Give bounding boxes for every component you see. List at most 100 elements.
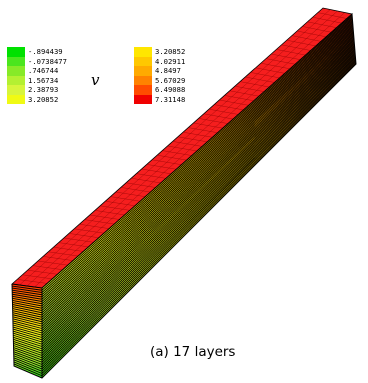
layer-line: [41, 24, 354, 309]
legend-left-row: 1.56734: [7, 75, 67, 85]
front-layer-line: [11, 285, 43, 291]
layer-line: [41, 53, 356, 361]
front-layer-line: [12, 322, 43, 332]
layer-line: [41, 61, 357, 374]
front-layer-line: [12, 291, 43, 298]
layer-line: [41, 47, 356, 350]
legend-left-swatch: [7, 75, 25, 85]
legend-left-swatch: [7, 85, 25, 95]
layer-line: [41, 31, 354, 320]
legend-left-label: 2.38793: [28, 85, 59, 94]
layer-line: [41, 38, 355, 334]
legend-right-row: 7.31148: [134, 94, 185, 104]
legend-right-row: 6.49088: [134, 85, 185, 95]
layer-line: [41, 14, 353, 291]
legend-left-row: -.0738477: [7, 56, 67, 66]
layer-line: [41, 56, 356, 365]
top-mesh-line: [34, 12, 345, 288]
layer-line: [41, 52, 356, 359]
layer-line: [41, 34, 355, 327]
layer-line: [41, 43, 355, 343]
legend-right-row: 4.02911: [134, 56, 186, 66]
layer-line: [41, 46, 355, 347]
layer-line: [41, 49, 356, 354]
front-layer-line: [12, 295, 43, 302]
layer-line: [41, 58, 356, 370]
front-layer-line: [12, 316, 43, 325]
legend-left-swatch: [7, 66, 25, 76]
layer-line: [41, 22, 354, 305]
layer-line: [41, 44, 355, 345]
front-layer-line: [13, 334, 43, 345]
layer-line: [41, 59, 357, 372]
front-layer-line: [12, 293, 43, 300]
legend-left-label: -.894439: [28, 47, 63, 56]
legend-left-row: 2.38793: [7, 85, 67, 95]
layer-line: [41, 37, 355, 332]
layer-line: [41, 54, 356, 363]
legend-right-swatch: [134, 94, 152, 104]
legend-right-label: 6.49088: [155, 85, 186, 94]
legend-right-swatch: [134, 56, 152, 66]
layer-line: [41, 51, 356, 356]
front-layer-line: [13, 349, 43, 361]
front-layer-line: [12, 312, 43, 320]
front-layer-line: [13, 355, 43, 368]
legend-right-label: 4.02911: [155, 56, 186, 66]
front-layer-line: [13, 336, 43, 347]
front-layer-line: [12, 326, 43, 336]
legend-right-swatch: [134, 47, 152, 57]
layer-line: [41, 36, 355, 329]
legend-right-label: 4.8497: [155, 66, 181, 75]
front-layer-line: [12, 299, 43, 307]
legend-right-label: 3.20852: [155, 47, 186, 56]
legend-right-row: 5.67029: [134, 75, 186, 85]
layer-line: [41, 57, 356, 368]
layer-line: [41, 48, 356, 352]
front-layer-line: [13, 363, 43, 377]
legend-right-row: 3.20852: [134, 47, 185, 57]
layer-line: [41, 39, 355, 336]
legend-left: -.894439 -.0738477.746744 1.56734 2.38793 3.…: [7, 47, 67, 104]
front-layer-line: [12, 304, 43, 311]
legend-right-swatch: [134, 66, 152, 76]
front-layer-line: [13, 347, 43, 359]
legend-left-swatch: [7, 47, 25, 57]
legend-left-swatch: [7, 56, 25, 66]
legend-left-label: 1.56734: [28, 75, 59, 85]
figure-caption: (a) 17 layers: [150, 344, 236, 360]
front-layer-line: [12, 310, 43, 318]
front-layer-line: [13, 353, 43, 365]
layer-line: [41, 62, 357, 377]
front-layer-line: [13, 359, 43, 372]
legend-right-row: 4.8497: [134, 66, 185, 76]
front-layer-line: [12, 320, 43, 329]
front-layer-line: [13, 357, 43, 370]
legend-left-row: .746744: [7, 66, 67, 76]
layer-line: [41, 28, 354, 316]
front-layer-line: [13, 340, 43, 352]
front-layer-line: [12, 297, 43, 305]
legend-right-swatch: [134, 85, 152, 95]
front-layer-line: [13, 343, 43, 354]
front-layer-line: [13, 361, 43, 374]
front-layer-line: [12, 308, 43, 316]
front-layer-line: [13, 330, 43, 341]
legend-right-swatch: [134, 75, 152, 85]
front-layer-line: [12, 306, 43, 314]
legend-left-label: .746744: [28, 66, 59, 75]
legend-left-row: -.894439: [7, 47, 67, 57]
front-layer-line: [13, 345, 43, 356]
front-layer-line: [12, 287, 43, 293]
layer-line: [41, 27, 354, 314]
legend-right-label: 5.67029: [155, 75, 186, 85]
legend-left-swatch: [7, 94, 25, 104]
layer-line: [41, 32, 354, 323]
layer-lines: [11, 14, 357, 377]
layer-line: [41, 33, 354, 325]
front-layer-line: [12, 324, 43, 334]
front-layer-line: [12, 314, 43, 323]
front-layer-line: [12, 289, 43, 296]
layer-line: [41, 29, 354, 318]
top-mesh-line: [26, 10, 338, 287]
